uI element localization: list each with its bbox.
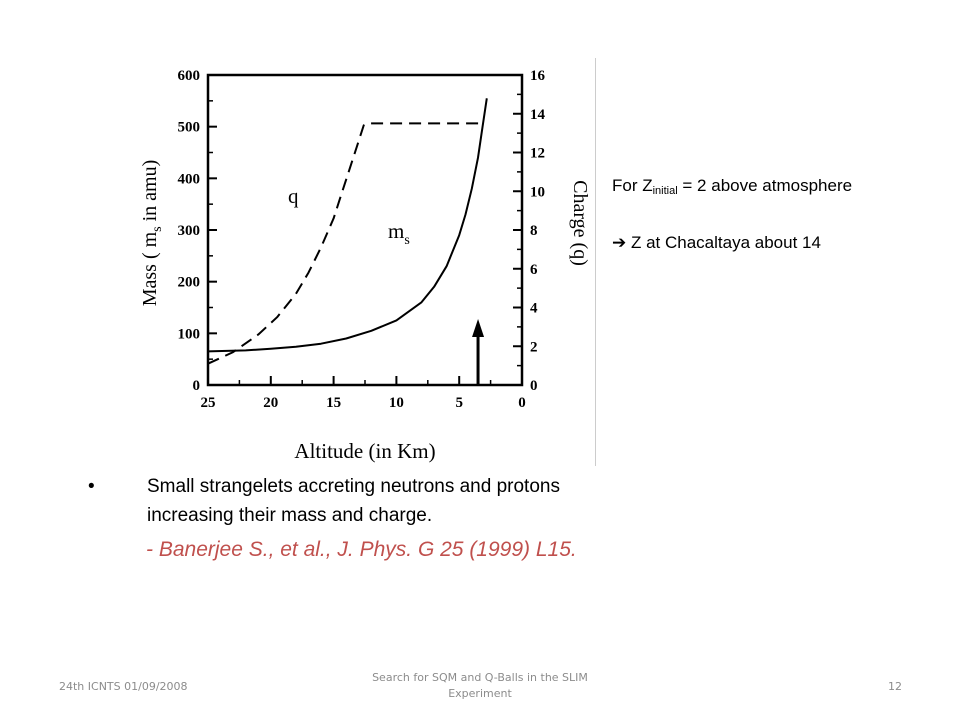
figure: 0 100 200 300 400 500 600 0 2 4 6 8 10 12 14 16 25 20 15…: [118, 58, 598, 468]
left-tick-label: 300: [178, 223, 201, 239]
footer-date: 24th ICNTS 01/09/2008: [59, 680, 188, 693]
x-axis-label: Altitude (in Km): [294, 439, 435, 463]
x-tick-label: 0: [518, 395, 526, 411]
bullet-icon: •: [88, 476, 95, 497]
right-axis-ticks: 0 2 4 6 8 10 12 14 16: [513, 68, 546, 394]
footer-title: Search for SQM and Q-Balls in the SLIM E…: [372, 671, 588, 700]
x-axis-ticks: 25 20 15 10 5 0: [201, 376, 526, 411]
left-tick-label: 600: [178, 68, 201, 84]
bullet-text-line-1: Small strangelets accreting neutrons and…: [147, 476, 560, 497]
citation: - Banerjee S., et al., J. Phys. G 25 (19…: [146, 538, 577, 561]
bullet-text-line-2: increasing their mass and charge.: [147, 505, 433, 526]
left-tick-label: 400: [178, 171, 201, 187]
x-tick-label: 5: [455, 395, 463, 411]
x-tick-label: 15: [326, 395, 341, 411]
series-line-q: [207, 122, 482, 365]
left-tick-label: 0: [193, 378, 201, 394]
x-tick-label: 25: [201, 395, 216, 411]
right-tick-label: 4: [530, 301, 538, 317]
right-tick-label: 12: [530, 146, 545, 162]
right-tick-label: 2: [530, 339, 538, 355]
left-tick-label: 100: [178, 326, 201, 342]
x-tick-label: 20: [263, 395, 278, 411]
right-tick-label: 14: [530, 107, 546, 123]
series-line-ms: [207, 98, 488, 353]
left-axis-label: Mass ( ms in amu): [139, 160, 165, 307]
right-tick-label: 0: [530, 378, 538, 394]
right-tick-label: 16: [530, 68, 546, 84]
right-axis-label: Charge (q): [569, 180, 591, 266]
left-tick-label: 200: [178, 275, 201, 291]
arrow-right-icon: ➔: [612, 233, 627, 252]
side-note-line-1: For Zinitial = 2 above atmosphere: [612, 176, 853, 197]
x-tick-label: 10: [389, 395, 404, 411]
arrow-head: [472, 319, 485, 337]
left-tick-label: 500: [178, 120, 201, 136]
plot-frame: [206, 73, 524, 387]
series-layer: [207, 98, 488, 365]
bullet-text: Small strangelets accreting neutrons and…: [147, 472, 787, 530]
figure-border: [595, 58, 596, 466]
curve-label-q: q: [288, 184, 299, 208]
right-tick-label: 6: [530, 262, 538, 278]
slide-number: 12: [888, 680, 902, 693]
right-tick-label: 10: [530, 184, 545, 200]
curve-label-ms: ms: [388, 219, 410, 248]
side-note-line-2: ➔ Z at Chacaltaya about 14: [612, 233, 821, 252]
right-tick-label: 8: [530, 223, 538, 239]
arrow-annotation: [472, 319, 485, 385]
left-axis-ticks: 0 100 200 300 400 500 600: [178, 68, 217, 394]
